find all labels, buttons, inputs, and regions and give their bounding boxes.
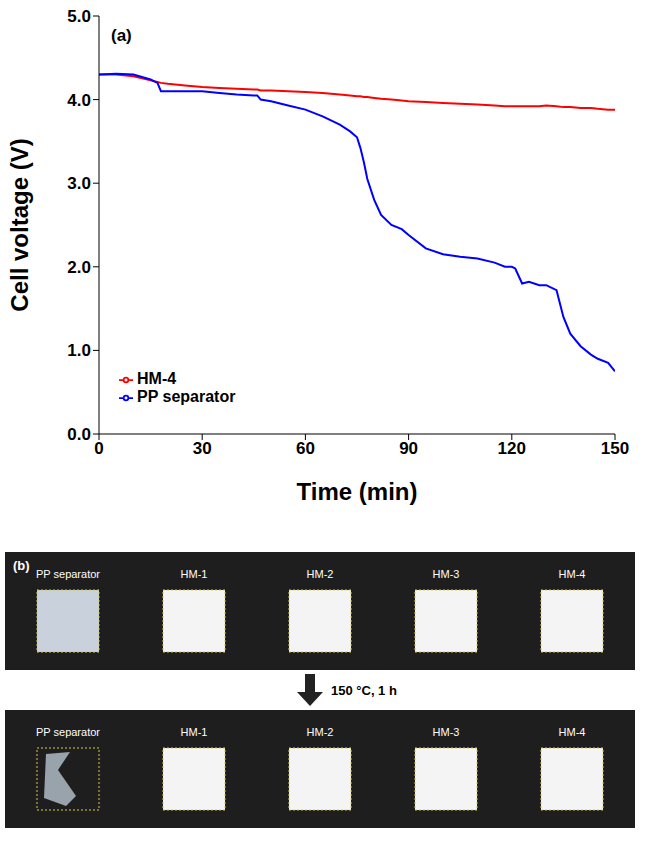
svg-text:120: 120 [498,439,526,458]
svg-text:PP separator: PP separator [36,568,100,580]
svg-text:HM-3: HM-3 [433,726,460,738]
html-text:HM-4: HM-4 [137,370,177,387]
svg-text:Cell voltage (V): Cell voltage (V) [6,138,33,311]
svg-text:HM-2: HM-2 [307,726,334,738]
svg-text:4.0: 4.0 [67,91,91,110]
svg-text:5.0: 5.0 [67,7,91,26]
svg-text:0.0: 0.0 [67,425,91,444]
svg-text:30: 30 [193,439,212,458]
svg-text:90: 90 [399,439,418,458]
svg-text:1.0: 1.0 [67,341,91,360]
html-text:PP separator: PP separator [137,388,236,405]
svg-text:Time (min): Time (min) [297,478,418,505]
svg-text:60: 60 [296,439,315,458]
svg-text:HM-4: HM-4 [559,568,586,580]
svg-text:HM-1: HM-1 [181,726,208,738]
svg-text:(b): (b) [13,558,30,573]
svg-text:HM-4: HM-4 [559,726,586,738]
svg-text:3.0: 3.0 [67,174,91,193]
svg-text:2.0: 2.0 [67,258,91,277]
svg-text:0: 0 [94,439,103,458]
svg-text:PP separator: PP separator [36,726,100,738]
svg-text:150: 150 [601,439,629,458]
html-text:(a): (a) [111,26,132,45]
svg-text:HM-1: HM-1 [181,568,208,580]
svg-text:HM-2: HM-2 [307,568,334,580]
svg-text:HM-3: HM-3 [433,568,460,580]
svg-text:150 °C, 1 h: 150 °C, 1 h [331,683,397,698]
